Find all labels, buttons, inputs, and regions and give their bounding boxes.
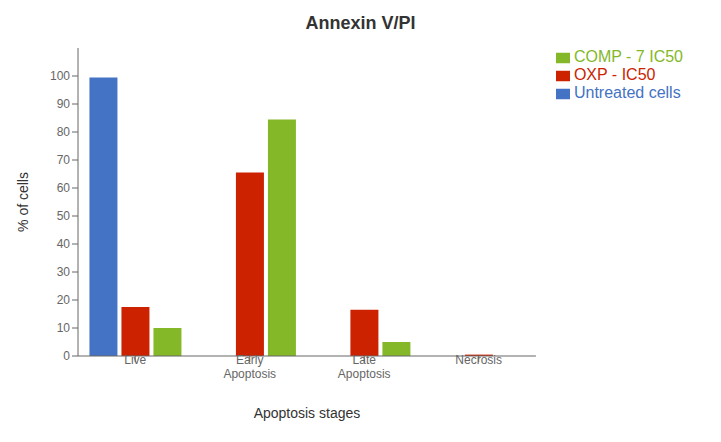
svg-text:% of cells: % of cells bbox=[15, 172, 31, 232]
svg-text:30: 30 bbox=[57, 265, 71, 279]
svg-text:50: 50 bbox=[57, 209, 71, 223]
html-text:Annexin V/PI: Annexin V/PI bbox=[305, 13, 416, 33]
svg-text:LateApoptosis: LateApoptosis bbox=[338, 353, 391, 381]
svg-text:80: 80 bbox=[57, 125, 71, 139]
svg-text:Live: Live bbox=[124, 353, 146, 367]
svg-text:40: 40 bbox=[57, 237, 71, 251]
html-text:OXP - IC50: OXP - IC50 bbox=[573, 66, 656, 83]
svg-text:20: 20 bbox=[57, 293, 71, 307]
svg-text:0: 0 bbox=[63, 349, 70, 363]
svg-text:90: 90 bbox=[57, 97, 71, 111]
html-text:Untreated cells: Untreated cells bbox=[573, 84, 681, 101]
svg-text:60: 60 bbox=[57, 181, 71, 195]
svg-text:70: 70 bbox=[57, 153, 71, 167]
svg-text:Apoptosis stages: Apoptosis stages bbox=[254, 405, 361, 421]
svg-text:10: 10 bbox=[57, 321, 71, 335]
html-text:COMP - 7 IC50: COMP - 7 IC50 bbox=[573, 48, 683, 65]
svg-text:EarlyApoptosis: EarlyApoptosis bbox=[223, 353, 276, 381]
svg-text:100: 100 bbox=[50, 69, 70, 83]
svg-text:Necrosis: Necrosis bbox=[455, 353, 502, 367]
